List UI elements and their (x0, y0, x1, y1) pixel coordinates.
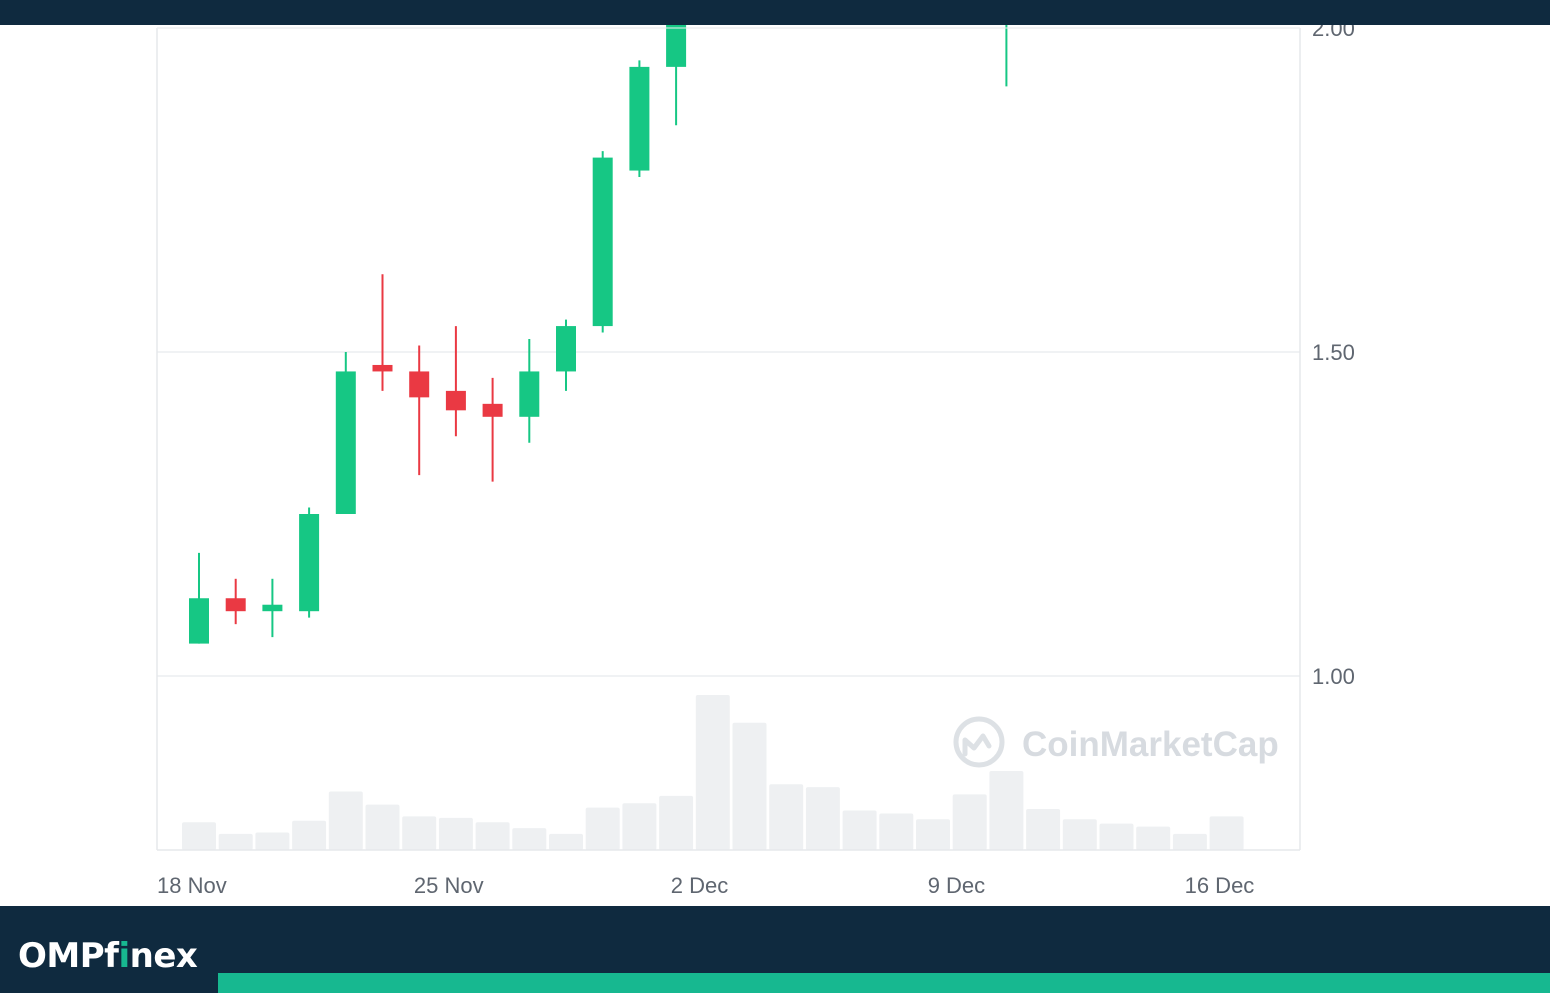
volume-bar (769, 784, 804, 850)
coinmarketcap-logo-mark (962, 733, 992, 757)
candle-body (409, 371, 430, 398)
coinmarketcap-watermark: CoinMarketCap (953, 716, 1279, 768)
volume-bar (218, 833, 253, 850)
candle-body (372, 364, 393, 372)
volume-bar (842, 810, 877, 850)
volume-bar (182, 822, 216, 850)
candle (445, 326, 466, 437)
volume-bar (952, 794, 987, 850)
volume-bar (1172, 833, 1207, 850)
brand-logo: OMPfinex (18, 936, 198, 976)
candle-body (225, 598, 246, 612)
candle (592, 151, 613, 333)
candles (189, 0, 1008, 644)
volume-bars (182, 695, 1244, 850)
candle (262, 578, 283, 638)
top-bar (0, 0, 1550, 25)
y-tick-label: 2.00 (1312, 25, 1355, 41)
chart-area: CoinMarketCap 1.001.502.002.50 18 Nov25 … (0, 0, 1550, 906)
candle-body (335, 371, 356, 514)
volume-bar (659, 795, 694, 850)
footer-accent-bar (218, 973, 1550, 993)
volume-bar (255, 832, 290, 850)
y-tick-label: 1.00 (1312, 664, 1355, 689)
x-tick-label: 9 Dec (928, 873, 985, 898)
y-axis-labels: 1.001.502.002.50 (1312, 16, 1355, 689)
candle (629, 60, 650, 178)
volume-bar (695, 695, 730, 850)
x-tick-label: 16 Dec (1185, 873, 1255, 898)
volume-bar (622, 803, 657, 850)
volume-bar (1209, 816, 1244, 850)
candle-body (556, 326, 576, 372)
x-axis-labels: 18 Nov 25 Nov 2 Dec 9 Dec 16 Dec (157, 873, 1254, 898)
candle-body (262, 604, 283, 612)
candle-body (666, 0, 687, 67)
volume-bar (1136, 826, 1171, 850)
brand-part-1: OMPf (18, 936, 119, 976)
volume-bar (438, 817, 473, 850)
volume-bar (365, 804, 400, 850)
x-tick-label: 2 Dec (671, 873, 728, 898)
candle (556, 319, 576, 391)
volume-bar (732, 722, 767, 850)
candle-body (519, 371, 540, 417)
coinmarketcap-logo-icon (953, 716, 1005, 768)
candle (519, 339, 540, 443)
candle-body (299, 514, 320, 612)
candle-body (189, 598, 209, 644)
candle (335, 352, 356, 514)
watermark-text: CoinMarketCap (1022, 725, 1279, 764)
x-tick-label: 25 Nov (414, 873, 484, 898)
brand-part-i: i (118, 936, 130, 976)
volume-bar (292, 820, 327, 850)
volume-bar (585, 807, 620, 850)
candle-body (592, 157, 613, 327)
volume-bar (989, 771, 1024, 850)
candle-body (445, 390, 466, 411)
candlestick-chart: CoinMarketCap 1.001.502.002.50 18 Nov25 … (156, 0, 1355, 898)
volume-bar (916, 819, 950, 850)
candle (666, 0, 687, 126)
volume-bar (328, 791, 363, 850)
candle (189, 552, 209, 644)
candle (372, 274, 393, 391)
x-tick-label: 18 Nov (157, 873, 227, 898)
brand-part-2: nex (129, 936, 198, 976)
candle (482, 377, 503, 482)
volume-bar (879, 813, 914, 850)
candle (225, 578, 246, 625)
y-tick-label: 1.50 (1312, 340, 1355, 365)
candle-body (629, 66, 650, 171)
volume-bar (549, 833, 583, 850)
candle-body (482, 403, 503, 417)
volume-bar (475, 822, 510, 850)
candle (409, 345, 430, 476)
grid-lines (157, 27, 1300, 677)
volume-bar (402, 816, 437, 850)
plot-frame (156, 27, 1301, 851)
volume-bar (512, 828, 547, 850)
volume-bar (805, 787, 840, 850)
volume-bar (1026, 809, 1061, 850)
volume-bar (1099, 823, 1134, 850)
volume-bar (1062, 819, 1097, 850)
candle (1005, 0, 1008, 87)
candle (299, 507, 320, 618)
